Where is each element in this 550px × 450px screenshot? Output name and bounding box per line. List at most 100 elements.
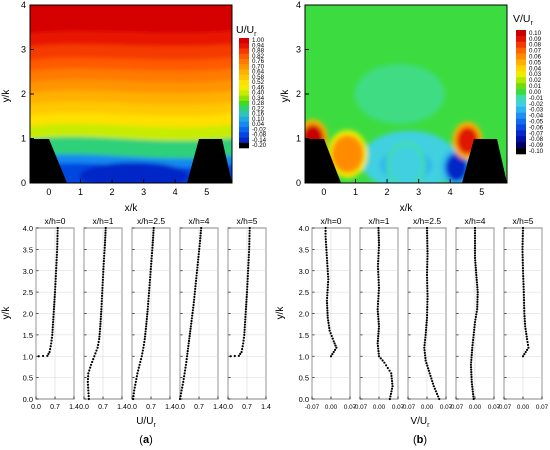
panel-a-profiles-data-point — [103, 249, 106, 252]
panel-a-profiles-data-point — [98, 332, 101, 336]
panel-a-profiles-data-point — [147, 294, 150, 297]
panel-a-colorbar-level-label: 0.16 — [252, 111, 265, 118]
panel-b-profiles-data-point — [426, 237, 429, 240]
panel-b-profiles-data-point — [332, 340, 335, 343]
panel-b-profiles-data-point — [377, 317, 380, 321]
panel-a-profiles-data-point — [189, 327, 192, 330]
panel-b-profiles-ytick-label: 3.5 — [299, 245, 309, 254]
panel-a-colorbar-swatch — [239, 90, 249, 96]
panel-b-profiles-data-point — [425, 321, 428, 324]
panel-b-profiles-data-point — [391, 385, 394, 388]
panel-a-contour-xlabel: x/k — [125, 203, 139, 214]
panel-b-profiles-data-point — [476, 295, 479, 299]
panel-a-colorbar-swatch — [239, 38, 249, 44]
panel-b-colorbar-swatch — [516, 65, 526, 72]
panel-b-colorbar-level-label: 0.00 — [529, 89, 542, 96]
panel-a-profiles-data-point — [37, 355, 40, 358]
panel-a-contour-xtick-label: 5 — [204, 187, 209, 197]
panel-b-profiles-data-point — [377, 325, 381, 328]
panel-b-colorbar-level-label: -0.06 — [529, 124, 544, 131]
panel-a-profiles-data-point — [89, 363, 93, 366]
panel-a-profiles-ytick-label: 4.0 — [23, 224, 33, 233]
panel-a-profiles-subplot: 0.0 0.7 1.4 x/h=4 — [175, 216, 223, 411]
panel-a-profiles-data-point — [104, 234, 107, 237]
panel-a-profiles-data-point — [199, 237, 202, 240]
panel-b-profiles-data-point — [424, 328, 428, 332]
panel-a-profiles-xtick-label: 0.0 — [175, 404, 185, 411]
panel-b-profiles-data-point — [426, 289, 429, 293]
panel-a-profiles-data-point — [52, 308, 56, 311]
panel-b-profiles-data-point — [472, 336, 475, 339]
panel-a-colorbar-level-label: 0.34 — [252, 95, 265, 102]
panel-a-profiles-data-point — [93, 355, 96, 358]
panel-b-profiles-data-point — [433, 387, 436, 390]
panel-b-profiles-data-point — [426, 260, 429, 263]
panel-a-profiles-data-point — [56, 248, 59, 251]
panel-a-profiles-data-point — [193, 290, 197, 293]
panel-b-colorbar-swatch — [516, 77, 526, 84]
panel-a-profiles-data-point — [150, 257, 153, 260]
panel-b-profiles-xtick-label: 0.00 — [373, 404, 386, 411]
panel-b-profiles-data-point — [377, 320, 380, 323]
panel-a-profiles-data-point — [51, 328, 54, 331]
panel-b-profiles-data-point — [385, 364, 388, 367]
panel-a-profiles-data-point — [194, 287, 197, 291]
panel-b-profiles-data-point — [473, 226, 477, 230]
panel-b-profiles-data-point — [377, 322, 380, 325]
panel-b-profiles-data-point — [377, 241, 381, 244]
panel-b-profiles-data-point — [424, 338, 427, 342]
panel-b-profiles-data-point — [473, 249, 477, 252]
panel-a-profiles-data-point — [183, 372, 186, 375]
panel-b-profiles-data-point — [473, 328, 476, 331]
panel-a-profiles-data-point — [146, 305, 150, 308]
panel-b-profiles-data-point — [333, 342, 336, 345]
panel-b-profiles-data-point — [523, 304, 526, 307]
panel-a-profiles-data-point — [55, 250, 59, 254]
panel-b-profiles-data-point — [327, 319, 330, 322]
panel-b-profiles-data-point — [470, 358, 473, 362]
panel-a-colorbar-level-label: 0.28 — [252, 100, 265, 107]
panel-a-profiles-subplot-title: x/h=2.5 — [137, 216, 165, 226]
panel-a-profiles-data-point — [248, 248, 251, 251]
panel-a-profiles-data-point — [132, 392, 135, 395]
panel-b-colorbar-level-label: 0.03 — [529, 71, 542, 78]
panel-a-profiles-data-point — [148, 289, 151, 292]
panel-b-profiles-data-point — [425, 271, 429, 274]
panel-a-profiles-data-point — [55, 258, 58, 262]
panel-b-profiles-data-point — [389, 395, 392, 398]
panel-a-profiles-data-point — [141, 349, 144, 352]
panel-a-profiles-data-point — [233, 354, 236, 358]
panel-a-profiles-data-point — [89, 366, 92, 369]
panel-a-profiles-data-point — [56, 232, 59, 235]
panel-a-profiles-data-point — [99, 320, 102, 323]
panel-a-profiles-data-point — [198, 242, 201, 245]
panel-a-profiles-data-point — [188, 337, 191, 340]
panel-a-profiles-data-point — [245, 293, 248, 296]
panel-b-profiles-data-point — [377, 276, 380, 279]
panel-a-profiles-data-point — [148, 284, 151, 287]
panel-b-profiles-xtick-label: 0.00 — [469, 404, 482, 411]
panel-a-profiles-data-point — [51, 323, 55, 326]
panel-b-profiles-data-point — [472, 397, 475, 401]
panel-b-profiles-data-point — [377, 327, 380, 330]
panel-a-profiles-data-point — [150, 254, 153, 257]
panel-b-colorbar-swatch — [516, 59, 526, 66]
panel-a-profiles-data-point — [99, 313, 103, 316]
panel-b-colorbar-level-label: 0.01 — [529, 83, 542, 90]
panel-b-profiles-data-point — [390, 379, 394, 383]
panel-b-profiles-data-point — [325, 254, 328, 257]
panel-a-profiles-data-point — [248, 237, 251, 240]
panel-b-profiles-data-point — [472, 393, 475, 396]
panel-b-profiles-data-point — [426, 257, 429, 261]
panel-a-profiles-data-point — [52, 310, 55, 313]
panel-b-profiles-data-point — [324, 232, 327, 235]
panel-b-contour-ytick-label: 4 — [296, 0, 301, 10]
panel-b-profiles-data-point — [470, 356, 473, 359]
panel-b-profiles-data-point — [377, 244, 381, 247]
panel-a-profiles-subplot: 0.0 0.7 1.4 x/h=1 — [79, 216, 127, 411]
panel-b-profiles-data-point — [377, 278, 380, 281]
panel-a-profiles-data-point — [198, 247, 201, 250]
panel-b-colorbar-swatch — [516, 30, 526, 37]
panel-a-profiles-data-point — [243, 326, 246, 329]
panel-a-profiles-data-point — [243, 331, 246, 334]
